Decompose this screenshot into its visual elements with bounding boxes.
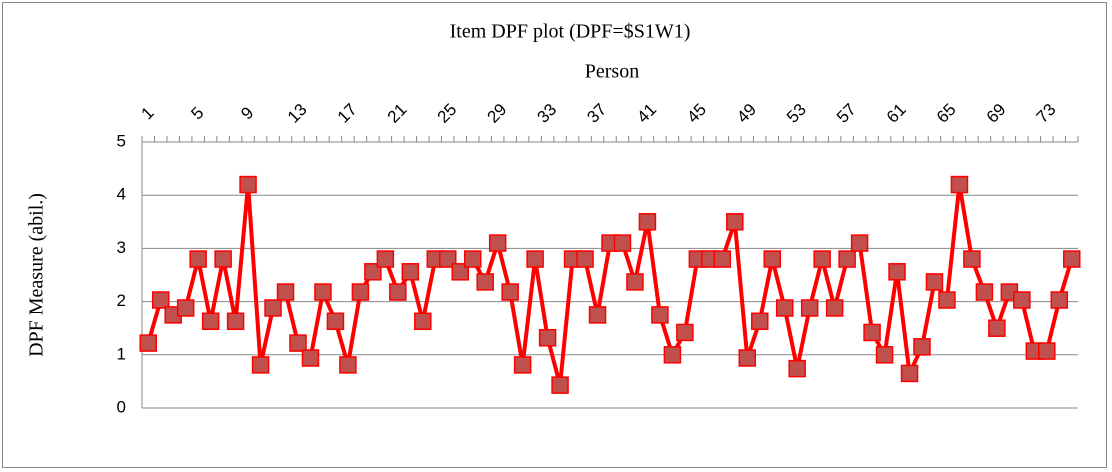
marker <box>538 329 557 347</box>
marker <box>364 263 382 281</box>
marker <box>588 306 607 324</box>
marker <box>676 323 694 342</box>
marker <box>326 312 345 331</box>
marker <box>963 250 981 268</box>
marker <box>339 356 357 374</box>
marker <box>938 291 956 309</box>
marker <box>551 376 569 394</box>
marker <box>314 283 332 301</box>
marker <box>888 263 906 281</box>
marker <box>913 338 931 356</box>
marker <box>1013 291 1031 309</box>
marker <box>151 291 170 309</box>
y-tick-label: 5 <box>117 131 126 150</box>
marker <box>875 346 894 364</box>
marker <box>651 306 669 324</box>
marker <box>988 319 1006 337</box>
marker <box>214 250 232 268</box>
marker <box>476 273 494 291</box>
x-axis-label: Person <box>585 61 639 83</box>
marker <box>863 323 881 342</box>
marker <box>925 273 944 291</box>
marker <box>975 283 994 301</box>
marker <box>850 234 869 252</box>
marker <box>176 299 195 317</box>
chart-title: Item DPF plot (DPF=$S1W1) <box>450 21 691 43</box>
marker <box>576 250 594 268</box>
marker <box>638 213 657 231</box>
marker <box>439 250 457 268</box>
marker <box>201 312 220 331</box>
marker <box>401 263 420 281</box>
y-tick-label: 3 <box>117 238 126 257</box>
marker <box>239 175 257 194</box>
marker <box>825 299 844 317</box>
marker <box>301 349 320 367</box>
marker <box>663 346 682 364</box>
marker <box>751 312 769 331</box>
y-tick-label: 4 <box>117 185 126 204</box>
marker <box>226 312 245 331</box>
marker <box>838 250 856 268</box>
marker <box>289 334 307 352</box>
marker <box>713 250 732 268</box>
marker <box>763 250 781 268</box>
marker <box>513 356 532 374</box>
marker <box>264 299 282 317</box>
marker <box>451 263 469 281</box>
marker <box>1050 291 1069 309</box>
marker <box>501 283 519 301</box>
y-tick-label: 0 <box>117 397 126 416</box>
marker <box>613 234 632 252</box>
marker <box>488 234 507 252</box>
marker <box>139 334 157 352</box>
marker <box>950 175 969 194</box>
marker <box>726 213 744 231</box>
marker <box>1063 250 1081 268</box>
y-axis-label: DPF Measure (abil.) <box>26 193 48 357</box>
marker <box>276 283 295 301</box>
marker <box>389 283 407 301</box>
marker <box>376 250 395 268</box>
marker <box>626 273 644 291</box>
marker <box>351 283 370 301</box>
marker <box>189 250 207 268</box>
marker <box>1038 342 1056 360</box>
marker <box>900 364 919 383</box>
marker <box>526 250 544 268</box>
marker <box>788 359 806 378</box>
marker <box>738 349 757 367</box>
marker <box>813 250 831 268</box>
marker <box>463 250 482 268</box>
marker <box>251 356 270 374</box>
marker <box>414 312 432 331</box>
y-tick-label: 2 <box>117 291 126 310</box>
marker <box>800 299 819 317</box>
marker <box>775 299 794 317</box>
y-tick-label: 1 <box>117 344 126 363</box>
